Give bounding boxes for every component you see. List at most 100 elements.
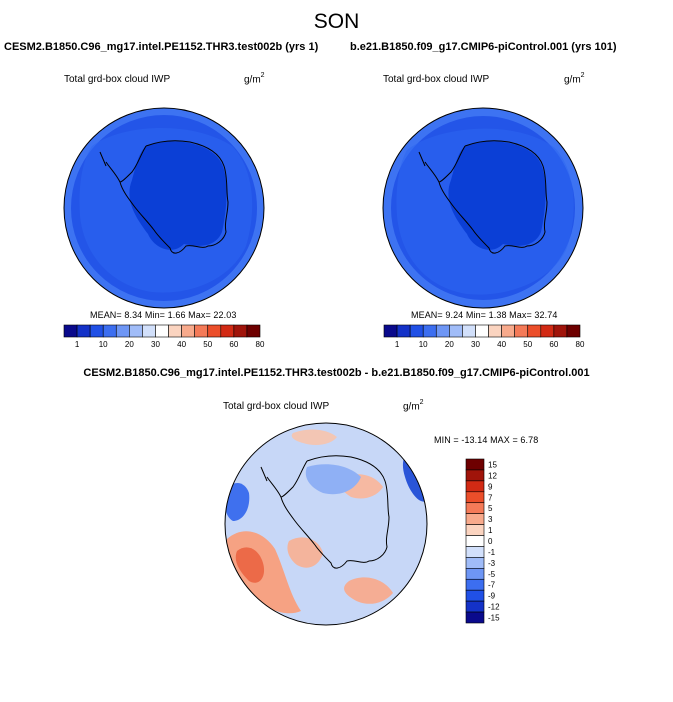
strong-positive-anomaly [235, 547, 265, 583]
interior-region [129, 141, 227, 250]
colorbar-box [207, 324, 222, 338]
colorbar-tick-label: 3 [488, 515, 493, 524]
colorbar-box [501, 324, 515, 338]
colorbar-box [129, 324, 143, 338]
right-units-label: g/m2 [564, 72, 585, 86]
colorbar-box [155, 324, 169, 338]
difference-title: CESM2.B1850.C96_mg17.intel.PE1152.THR3.t… [83, 367, 590, 379]
colorbar-tick-label: 5 [488, 504, 493, 513]
colorbar-box [102, 324, 117, 338]
colorbar-box [181, 324, 195, 338]
colorbar-box [63, 324, 78, 338]
difference-minmax: MIN = -13.14 MAX = 6.78 [434, 435, 539, 445]
colorbar-box [553, 324, 568, 338]
colorbar-box [527, 324, 542, 338]
colorbar-box [465, 524, 485, 536]
colorbar-box [435, 324, 450, 338]
colorbar-tick-label: 80 [576, 340, 585, 349]
positive-anomaly-ross [287, 537, 323, 568]
colorbar-tick-label: 30 [151, 340, 160, 349]
colorbar-tick-label: 60 [229, 340, 238, 349]
positive-anomaly-southeast [344, 577, 393, 604]
left-stats: MEAN= 8.34 Min= 1.66 Max= 22.03 [90, 310, 237, 320]
colorbar-box [396, 324, 411, 338]
colorbar-box [465, 589, 485, 602]
diff-base-field [225, 423, 427, 625]
colorbar-tick-label: 50 [203, 340, 212, 349]
left-polar-map [63, 107, 265, 309]
right-case-title: b.e21.B1850.f09_g17.CMIP6-piControl.001 … [350, 41, 617, 53]
colorbar-box [465, 535, 485, 547]
colorbar-tick-label: -12 [488, 603, 500, 612]
colorbar-box [465, 458, 485, 471]
colorbar-box [409, 324, 424, 338]
colorbar-box [115, 324, 130, 338]
colorbar-box [142, 324, 156, 338]
colorbar-box [465, 502, 485, 514]
difference-units-label: g/m2 [403, 399, 424, 413]
colorbar-tick-label: 10 [419, 340, 428, 349]
left-case-title: CESM2.B1850.C96_mg17.intel.PE1152.THR3.t… [4, 41, 319, 53]
colorbar-box [89, 324, 104, 338]
colorbar-tick-label: 9 [488, 482, 493, 491]
main-title: SON [313, 10, 360, 33]
colorbar-tick-label: -5 [488, 570, 496, 579]
colorbar-box [540, 324, 555, 338]
colorbar-tick-label: 20 [445, 340, 454, 349]
difference-field-label: Total grd-box cloud IWP [223, 401, 330, 412]
colorbar-box [465, 546, 485, 558]
coastline [99, 140, 229, 254]
colorbar-tick-label: 60 [549, 340, 558, 349]
right-colorbar: 1 10 20 30 40 50 60 80 [383, 324, 585, 349]
colorbar-tick-label: 80 [256, 340, 265, 349]
colorbar-tick-label: 1 [488, 526, 493, 535]
positive-anomaly-north [291, 429, 337, 445]
colorbar-box [465, 513, 485, 525]
colorbar-box [422, 324, 437, 338]
colorbar-tick-label: 12 [488, 471, 497, 480]
interior-region [448, 141, 546, 250]
colorbar-box [465, 568, 485, 580]
colorbar-box [465, 480, 485, 493]
colorbar-tick-label: 50 [523, 340, 532, 349]
colorbar-tick-label: 40 [497, 340, 506, 349]
coastline [418, 140, 548, 254]
colorbar-box [514, 324, 529, 338]
colorbar-tick-label: -15 [488, 614, 500, 623]
colorbar-tick-label: 40 [177, 340, 186, 349]
right-stats: MEAN= 9.24 Min= 1.38 Max= 32.74 [411, 310, 558, 320]
colorbar-box [488, 324, 502, 338]
colorbar-box [465, 491, 485, 504]
difference-polar-map [224, 422, 428, 626]
left-field-label: Total grd-box cloud IWP [64, 74, 171, 85]
negative-anomaly-inner [305, 464, 361, 495]
colorbar-box [383, 324, 398, 338]
colorbar-box [233, 324, 248, 338]
colorbar-tick-label: -1 [488, 548, 496, 557]
left-colorbar: 1 10 20 30 40 50 60 80 [63, 324, 265, 349]
colorbar-box [194, 324, 209, 338]
colorbar-tick-label: 15 [488, 460, 497, 469]
colorbar-box [465, 611, 485, 624]
colorbar-tick-label: 1 [395, 340, 400, 349]
right-polar-map [382, 107, 584, 309]
right-field-label: Total grd-box cloud IWP [383, 74, 490, 85]
colorbar-box [76, 324, 91, 338]
colorbar-tick-label: 1 [75, 340, 80, 349]
left-units-label: g/m2 [244, 72, 265, 86]
colorbar-tick-label: 20 [125, 340, 134, 349]
colorbar-box [462, 324, 476, 338]
colorbar-tick-label: -7 [488, 581, 496, 590]
colorbar-tick-label: -9 [488, 592, 496, 601]
colorbar-box [475, 324, 489, 338]
colorbar-box [465, 469, 485, 482]
coastline [260, 455, 390, 569]
colorbar-box [566, 324, 581, 338]
colorbar-box [465, 578, 485, 591]
colorbar-tick-label: 7 [488, 493, 493, 502]
colorbar-tick-label: 30 [471, 340, 480, 349]
colorbar-box [246, 324, 261, 338]
colorbar-box [465, 557, 485, 569]
colorbar-tick-label: 0 [488, 537, 493, 546]
colorbar-box [449, 324, 463, 338]
